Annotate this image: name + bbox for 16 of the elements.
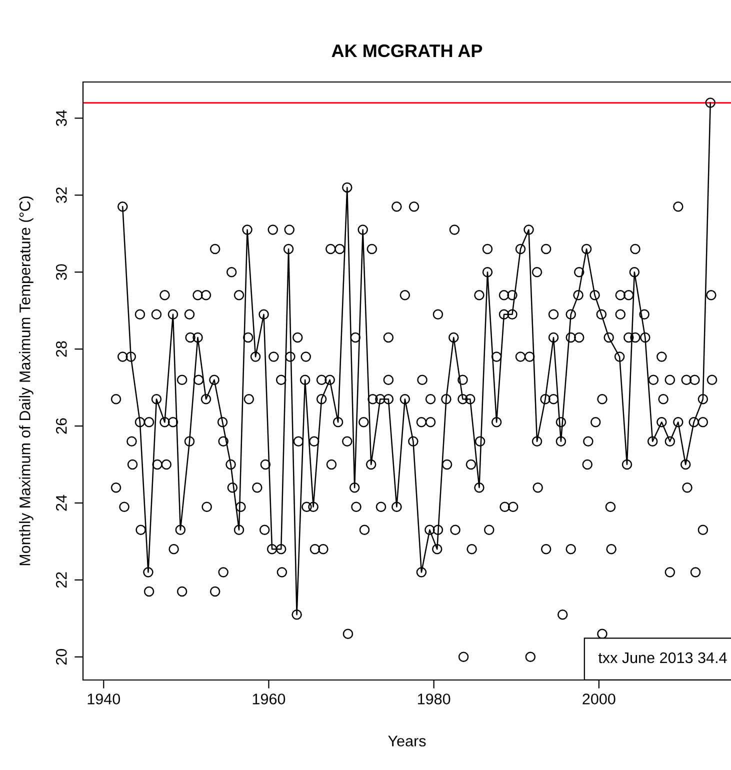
y-tick-label: 32: [56, 187, 67, 204]
y-tick-label: 34: [56, 110, 67, 126]
y-tick-label: 28: [56, 341, 67, 357]
y-tick-label: 22: [56, 572, 67, 588]
x-axis-title: Years: [388, 736, 426, 746]
x-tick-label: 1960: [252, 694, 286, 704]
y-tick-label: 20: [56, 649, 67, 665]
x-tick-label: 2000: [582, 694, 616, 704]
x-tick-label: 1980: [418, 694, 450, 704]
chart-title: AK MCGRATH AP: [332, 44, 482, 58]
annotation: txx June 2013 34.4: [598, 652, 727, 664]
y-tick-label: 30: [56, 264, 67, 280]
x-tick-label: 1940: [88, 694, 120, 704]
y-tick-label: 24: [56, 494, 67, 511]
y-tick-label: 26: [56, 418, 67, 434]
y-axis-title: Monthly Maximum of Daily Maximum Temperature (°C): [19, 196, 34, 566]
